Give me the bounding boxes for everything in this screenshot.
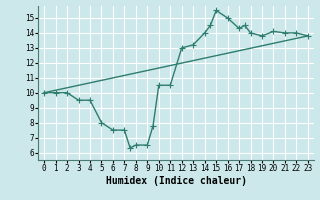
- X-axis label: Humidex (Indice chaleur): Humidex (Indice chaleur): [106, 176, 246, 186]
